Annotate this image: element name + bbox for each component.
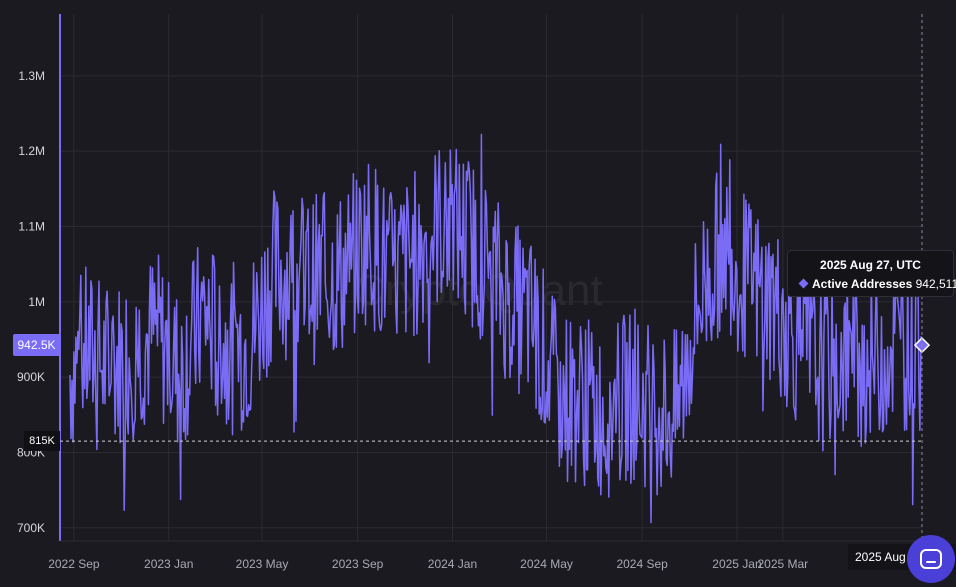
current-value-badge: 942.5K: [13, 334, 60, 357]
gridlines: [60, 14, 922, 541]
chart-tooltip: 2025 Aug 27, UTC Active Addresses 942,51…: [787, 250, 956, 297]
y-tick-label: 1.3M: [18, 69, 45, 83]
y-tick-label: 1M: [28, 295, 45, 309]
chat-support-button[interactable]: [907, 535, 955, 583]
y-tick-label: 1.1M: [18, 219, 45, 233]
x-tick-label: 2024 May: [520, 557, 573, 571]
series-active-addresses: [69, 133, 931, 524]
y-tick-label: 1.2M: [18, 144, 45, 158]
tooltip-date: 2025 Aug 27, UTC: [820, 258, 921, 272]
x-tick-label: 2023 Jan: [144, 557, 193, 571]
x-tick-label: 2025 Jan: [712, 557, 761, 571]
x-tick-label: 2022 Sep: [48, 557, 100, 571]
x-tick-label: 2023 May: [236, 557, 289, 571]
chat-icon: [920, 549, 942, 569]
x-tick-label: 2025 Mar: [757, 557, 808, 571]
tooltip-value: 942,511: [915, 277, 956, 291]
series-marker-icon: [798, 278, 809, 289]
y-tick-label: 900K: [17, 370, 45, 384]
tooltip-series-name: Active Addresses: [812, 277, 913, 291]
x-tick-label: 2023 Sep: [332, 557, 384, 571]
y-tick-label: 700K: [17, 521, 45, 535]
tooltip-row: Active Addresses 942,511: [796, 277, 956, 291]
x-tick-label: 2024 Jan: [428, 557, 477, 571]
series-line-active-addresses: [69, 133, 923, 524]
x-tick-label: 2024 Sep: [616, 557, 668, 571]
reference-line-badge: 815K: [24, 431, 60, 452]
